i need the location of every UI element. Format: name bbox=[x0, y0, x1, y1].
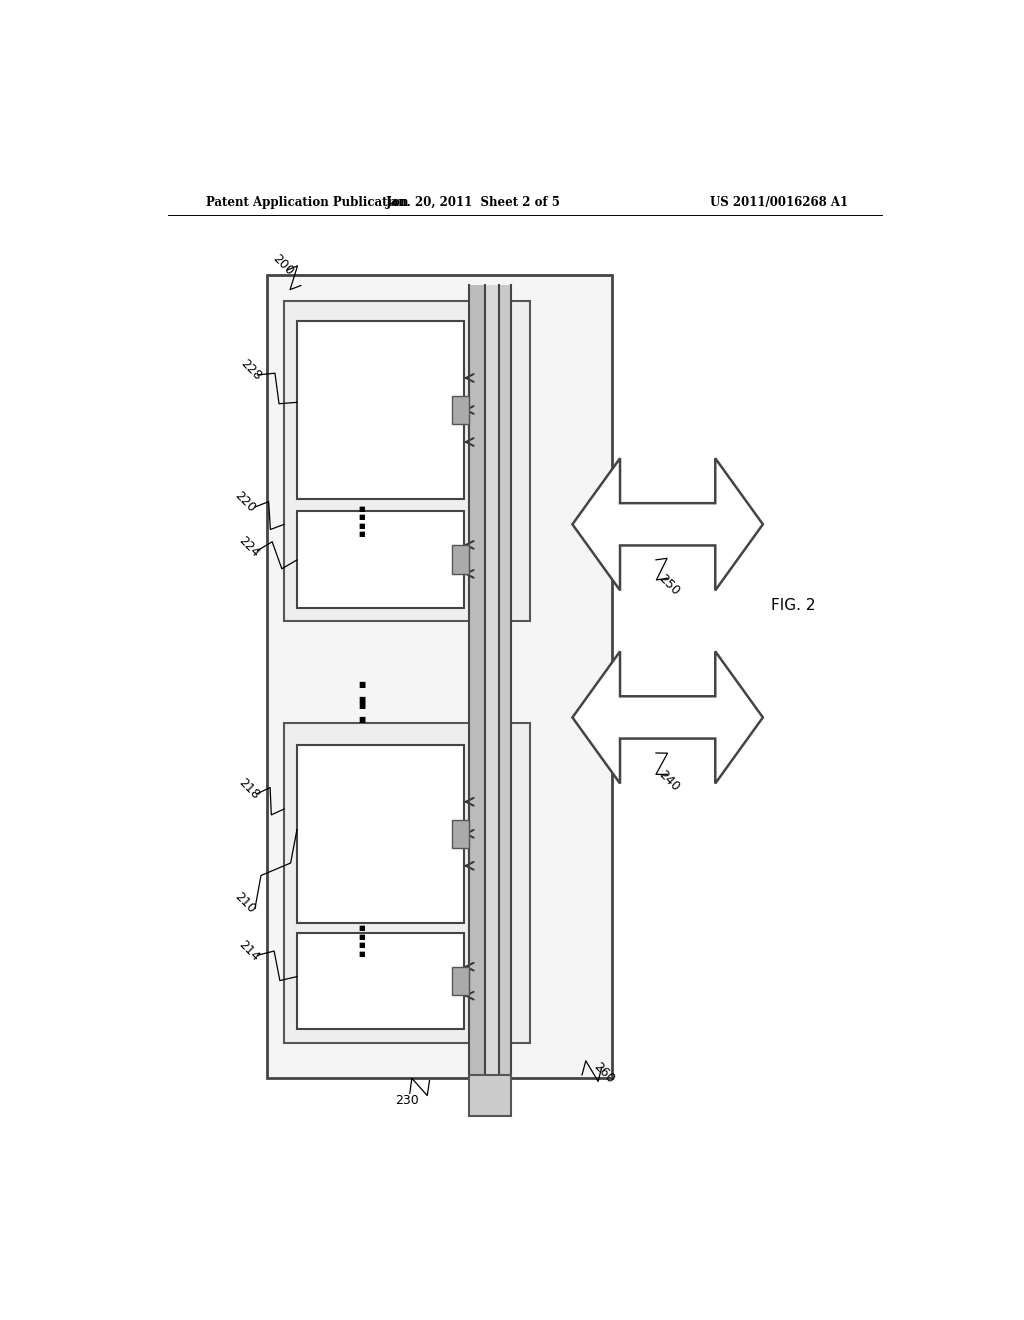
Text: 228: 228 bbox=[238, 356, 264, 383]
Bar bbox=[452, 396, 469, 424]
Text: 230: 230 bbox=[395, 1094, 419, 1107]
Bar bbox=[469, 1076, 511, 1115]
Polygon shape bbox=[572, 458, 763, 590]
Text: ■
■: ■ ■ bbox=[358, 701, 366, 725]
Text: US 2011/0016268 A1: US 2011/0016268 A1 bbox=[710, 195, 848, 209]
Bar bbox=[452, 545, 469, 574]
Bar bbox=[452, 968, 469, 995]
Bar bbox=[469, 285, 485, 1080]
Text: 218: 218 bbox=[236, 776, 261, 801]
Bar bbox=[499, 285, 511, 1080]
Bar bbox=[452, 820, 469, 847]
Bar bbox=[297, 744, 464, 923]
Text: FIG. 2: FIG. 2 bbox=[771, 598, 815, 612]
Text: ■
■
■
■: ■ ■ ■ ■ bbox=[358, 506, 366, 537]
Text: 214: 214 bbox=[236, 939, 261, 964]
Text: 220: 220 bbox=[232, 488, 258, 515]
Bar bbox=[285, 301, 530, 620]
Text: 210: 210 bbox=[232, 891, 258, 916]
Bar bbox=[297, 933, 464, 1030]
Polygon shape bbox=[572, 651, 763, 784]
Text: 250: 250 bbox=[656, 573, 682, 598]
Text: ■
■
■
■: ■ ■ ■ ■ bbox=[358, 925, 366, 957]
Bar bbox=[267, 276, 612, 1078]
Text: 240: 240 bbox=[656, 767, 682, 793]
Text: Patent Application Publication: Patent Application Publication bbox=[206, 195, 409, 209]
Text: 260: 260 bbox=[591, 1060, 617, 1086]
Bar bbox=[297, 511, 464, 607]
Bar bbox=[297, 321, 464, 499]
Text: 200: 200 bbox=[269, 252, 296, 279]
Text: ■
■: ■ ■ bbox=[358, 680, 366, 704]
Text: 224: 224 bbox=[236, 533, 261, 560]
Bar bbox=[285, 722, 530, 1043]
Bar bbox=[485, 285, 499, 1080]
Text: Jan. 20, 2011  Sheet 2 of 5: Jan. 20, 2011 Sheet 2 of 5 bbox=[386, 195, 561, 209]
